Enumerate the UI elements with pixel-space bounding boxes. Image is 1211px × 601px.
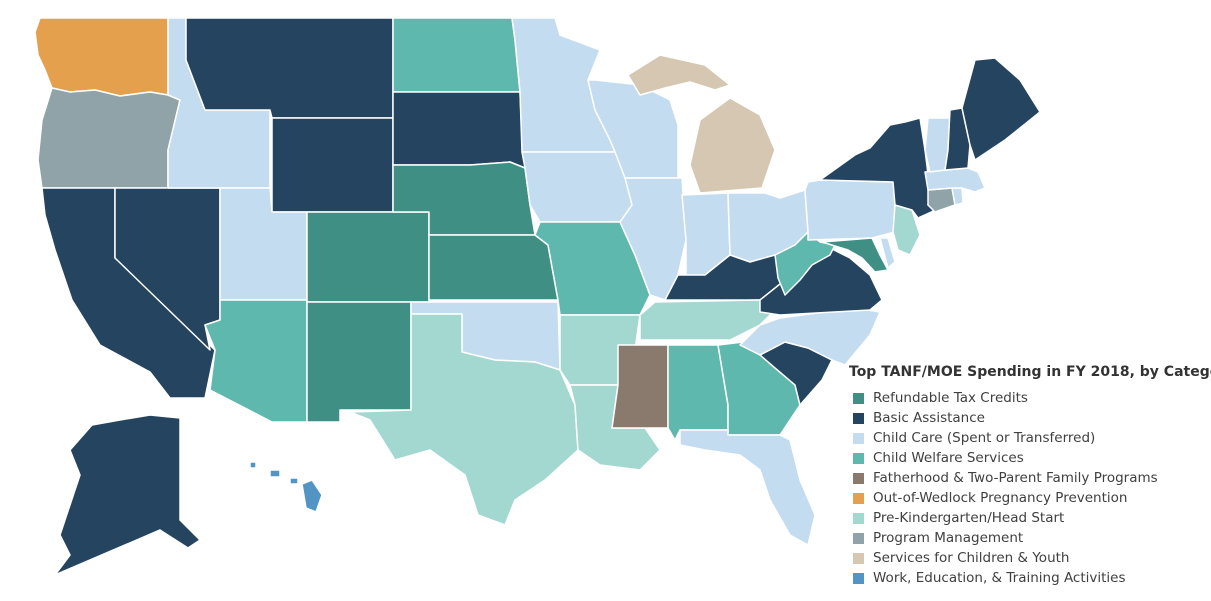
legend-swatch — [853, 492, 864, 504]
legend-swatch — [853, 532, 864, 544]
state-co[interactable] — [306, 211, 430, 303]
state-me[interactable] — [961, 57, 1041, 161]
state-wv[interactable] — [774, 231, 836, 296]
legend-item: Program Management — [849, 528, 1209, 548]
legend-item: Fatherhood & Two-Parent Family Programs — [849, 468, 1209, 488]
state-tn[interactable] — [639, 299, 781, 341]
legend-item: Out-of-Wedlock Pregnancy Prevention — [849, 488, 1209, 508]
legend-label: Out-of-Wedlock Pregnancy Prevention — [873, 490, 1128, 506]
state-mi[interactable] — [627, 54, 776, 194]
legend-item: Child Care (Spent or Transferred) — [849, 428, 1209, 448]
state-ne[interactable] — [392, 161, 536, 236]
legend-label: Child Welfare Services — [873, 450, 1024, 466]
legend-swatch — [853, 572, 864, 584]
state-ks[interactable] — [428, 234, 559, 301]
legend-swatch — [853, 392, 864, 404]
state-de[interactable] — [879, 237, 896, 269]
state-fl[interactable] — [679, 429, 816, 546]
state-nd[interactable] — [392, 17, 521, 93]
state-ct[interactable] — [927, 187, 956, 213]
state-ma[interactable] — [924, 167, 986, 193]
state-md[interactable] — [821, 237, 889, 273]
state-wa[interactable] — [34, 17, 169, 97]
legend-swatch — [853, 412, 864, 424]
legend-swatch — [853, 432, 864, 444]
state-ia[interactable] — [521, 151, 633, 223]
legend-swatch — [853, 452, 864, 464]
legend-label: Services for Children & Youth — [873, 550, 1070, 566]
states-layer — [34, 17, 1041, 576]
legend-item: Basic Assistance — [849, 408, 1209, 428]
legend-swatch — [853, 472, 864, 484]
legend-label: Basic Assistance — [873, 410, 985, 426]
state-or[interactable] — [37, 87, 181, 189]
legend-label: Fatherhood & Two-Parent Family Programs — [873, 470, 1158, 486]
legend-item: Services for Children & Youth — [849, 548, 1209, 568]
legend-item: Refundable Tax Credits — [849, 388, 1209, 408]
legend-items: Refundable Tax Credits Basic Assistance Ch… — [849, 388, 1209, 588]
map-legend: Top TANF/MOE Spending in FY 2018, by Cat… — [849, 364, 1211, 588]
state-ak[interactable] — [54, 414, 201, 576]
state-sd[interactable] — [392, 91, 526, 169]
legend-item: Pre-Kindergarten/Head Start — [849, 508, 1209, 528]
legend-swatch — [853, 512, 864, 524]
state-pa[interactable] — [804, 179, 899, 241]
state-az[interactable] — [204, 299, 308, 423]
legend-label: Work, Education, & Training Activities — [873, 570, 1126, 586]
legend-label: Refundable Tax Credits — [873, 390, 1028, 406]
state-wy[interactable] — [271, 117, 394, 213]
state-al[interactable] — [667, 344, 729, 441]
state-tx[interactable] — [349, 313, 579, 526]
legend-title: Top TANF/MOE Spending in FY 2018, by Cat… — [849, 364, 1211, 380]
legend-swatch — [853, 552, 864, 564]
legend-item: Work, Education, & Training Activities — [849, 568, 1209, 588]
state-hi[interactable] — [249, 461, 323, 513]
legend-label: Program Management — [873, 530, 1024, 546]
legend-label: Pre-Kindergarten/Head Start — [873, 510, 1065, 526]
state-ms[interactable] — [611, 344, 669, 429]
legend-item: Child Welfare Services — [849, 448, 1209, 468]
state-mt[interactable] — [185, 17, 394, 119]
state-nm[interactable] — [306, 301, 412, 423]
legend-label: Child Care (Spent or Transferred) — [873, 430, 1096, 446]
